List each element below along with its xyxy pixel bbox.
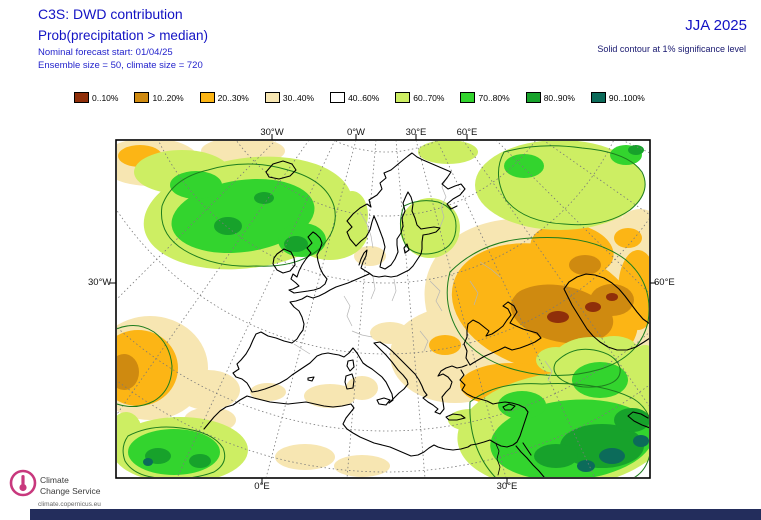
coast-red-sea: [515, 445, 545, 477]
coast-caspian: [563, 273, 649, 351]
coast-mallorca: [307, 376, 315, 382]
coast-ireland: [272, 248, 296, 274]
legend-item: 10..20%: [134, 92, 184, 103]
axis-label-top-30w: 30°W: [260, 127, 284, 138]
season-label: JJA 2025: [685, 17, 747, 34]
legend-item: 20..30%: [199, 92, 249, 103]
coast-gulf-aqaba: [522, 442, 532, 456]
legend-label: 20..30%: [217, 92, 249, 103]
legend-swatch: [199, 92, 215, 103]
footer-bar: [30, 509, 761, 520]
graticule: [117, 141, 649, 477]
coast-sardinia: [344, 373, 355, 390]
page-title: C3S: DWD contribution: [38, 6, 183, 22]
copernicus-c3s-logo: [9, 469, 37, 497]
axis-label-top-30e: 30°E: [405, 127, 427, 138]
legend-swatch: [395, 92, 411, 103]
coast-norway: [346, 152, 466, 247]
coast-great-britain: [288, 231, 328, 294]
legend-item: 0..10%: [74, 92, 118, 103]
legend-swatch: [460, 92, 476, 103]
axis-label-left-30w: 30°W: [88, 277, 112, 288]
legend-swatch: [525, 92, 541, 103]
axis-ticks: [110, 134, 656, 484]
coast-balkans-greece: [373, 341, 468, 415]
logo-line1: Climate: [40, 475, 69, 485]
legend-item: 80..90%: [525, 92, 575, 103]
legend-label: 60..70%: [413, 92, 445, 103]
legend-label: 0..10%: [92, 92, 119, 103]
logo-url: climate.copernicus.eu: [38, 501, 101, 508]
axis-label-right-60e: 60°E: [654, 277, 675, 288]
legend-swatch: [330, 92, 346, 103]
legend-label: 70..80%: [478, 92, 510, 103]
page-subtitle: Prob(precipitation > median): [38, 28, 208, 43]
coast-corsica: [346, 359, 355, 372]
legend-item: 90..100%: [590, 92, 645, 103]
legend-swatch: [74, 92, 89, 103]
logo-text: Climate Change Service: [40, 475, 100, 496]
legend-swatch: [590, 92, 606, 103]
legend-label: 30..40%: [282, 92, 315, 103]
axis-label-top-60e: 60°E: [456, 127, 478, 138]
axis-label-top-0w: 0°W: [346, 127, 366, 138]
coast-cyprus: [502, 403, 516, 411]
legend-label: 10..20%: [152, 92, 184, 103]
legend-label: 40..60%: [348, 92, 380, 103]
ensemble-size-text: Ensemble size = 50, climate size = 720: [38, 60, 203, 71]
legend-label: 90..100%: [608, 92, 645, 103]
coast-black-sea: [463, 301, 542, 366]
legend-swatch: [134, 92, 150, 103]
probability-shading: [117, 141, 649, 477]
legend-item: 30..40%: [264, 92, 315, 103]
logo-line2: Change Service: [40, 485, 101, 496]
legend-label: 80..90%: [543, 92, 575, 103]
legend-item: 70..80%: [460, 92, 510, 103]
legend-item: 60..70%: [395, 92, 444, 103]
axis-label-bottom-30e: 30°E: [496, 481, 518, 492]
forecast-start-text: Nominal forecast start: 01/04/25: [38, 47, 173, 58]
river-nile: [495, 443, 501, 476]
coast-persian-gulf: [627, 411, 649, 429]
coast-west-europe: [232, 273, 409, 404]
coast-gotland: [403, 243, 410, 254]
coast-sicily: [376, 397, 391, 406]
color-legend: 0..10% 10..20% 20..30% 30..40% 40..60% 6…: [74, 92, 645, 103]
coast-north-africa: [203, 395, 472, 457]
coast-anatolia-levant: [459, 369, 529, 448]
coastlines: [203, 152, 649, 477]
coast-iceland: [265, 160, 297, 180]
map-frame: [115, 139, 651, 479]
significance-note: Solid contour at 1% significance level: [597, 44, 746, 54]
coast-crete: [445, 413, 466, 421]
axis-label-bottom-0e: 0°E: [254, 481, 270, 492]
coast-baltic: [355, 191, 441, 278]
legend-swatch: [264, 92, 280, 103]
country-borders: [293, 176, 553, 382]
legend-item: 40..60%: [330, 92, 379, 103]
significance-contours: [117, 145, 649, 477]
